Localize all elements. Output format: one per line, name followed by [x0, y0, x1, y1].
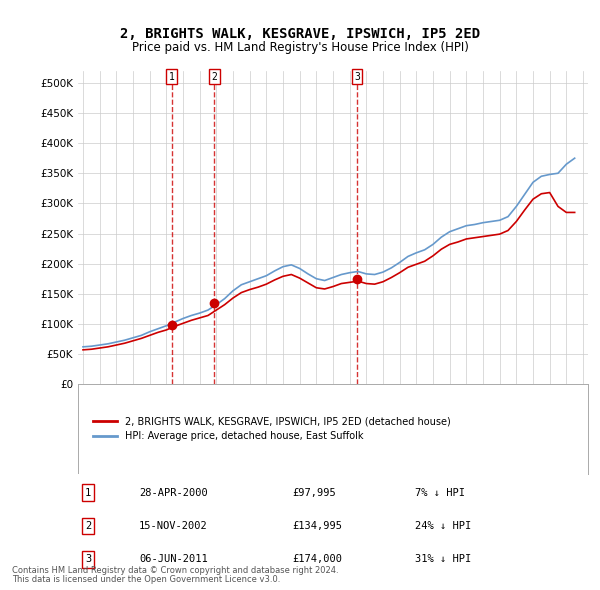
Text: Contains HM Land Registry data © Crown copyright and database right 2024.: Contains HM Land Registry data © Crown c… — [12, 566, 338, 575]
Text: 2: 2 — [211, 72, 217, 82]
Text: £174,000: £174,000 — [292, 555, 342, 565]
Text: 2, BRIGHTS WALK, KESGRAVE, IPSWICH, IP5 2ED: 2, BRIGHTS WALK, KESGRAVE, IPSWICH, IP5 … — [120, 27, 480, 41]
Text: 3: 3 — [85, 555, 91, 565]
Text: 06-JUN-2011: 06-JUN-2011 — [139, 555, 208, 565]
Text: 28-APR-2000: 28-APR-2000 — [139, 487, 208, 497]
Text: 1: 1 — [85, 487, 91, 497]
Text: This data is licensed under the Open Government Licence v3.0.: This data is licensed under the Open Gov… — [12, 575, 280, 584]
Text: £97,995: £97,995 — [292, 487, 336, 497]
Text: 15-NOV-2002: 15-NOV-2002 — [139, 521, 208, 531]
Text: Price paid vs. HM Land Registry's House Price Index (HPI): Price paid vs. HM Land Registry's House … — [131, 41, 469, 54]
Text: £134,995: £134,995 — [292, 521, 342, 531]
Text: 1: 1 — [169, 72, 175, 82]
Text: 2: 2 — [85, 521, 91, 531]
Text: 3: 3 — [354, 72, 360, 82]
Text: 7% ↓ HPI: 7% ↓ HPI — [415, 487, 464, 497]
Text: 24% ↓ HPI: 24% ↓ HPI — [415, 521, 471, 531]
Text: 31% ↓ HPI: 31% ↓ HPI — [415, 555, 471, 565]
Legend: 2, BRIGHTS WALK, KESGRAVE, IPSWICH, IP5 2ED (detached house), HPI: Average price: 2, BRIGHTS WALK, KESGRAVE, IPSWICH, IP5 … — [88, 412, 455, 446]
